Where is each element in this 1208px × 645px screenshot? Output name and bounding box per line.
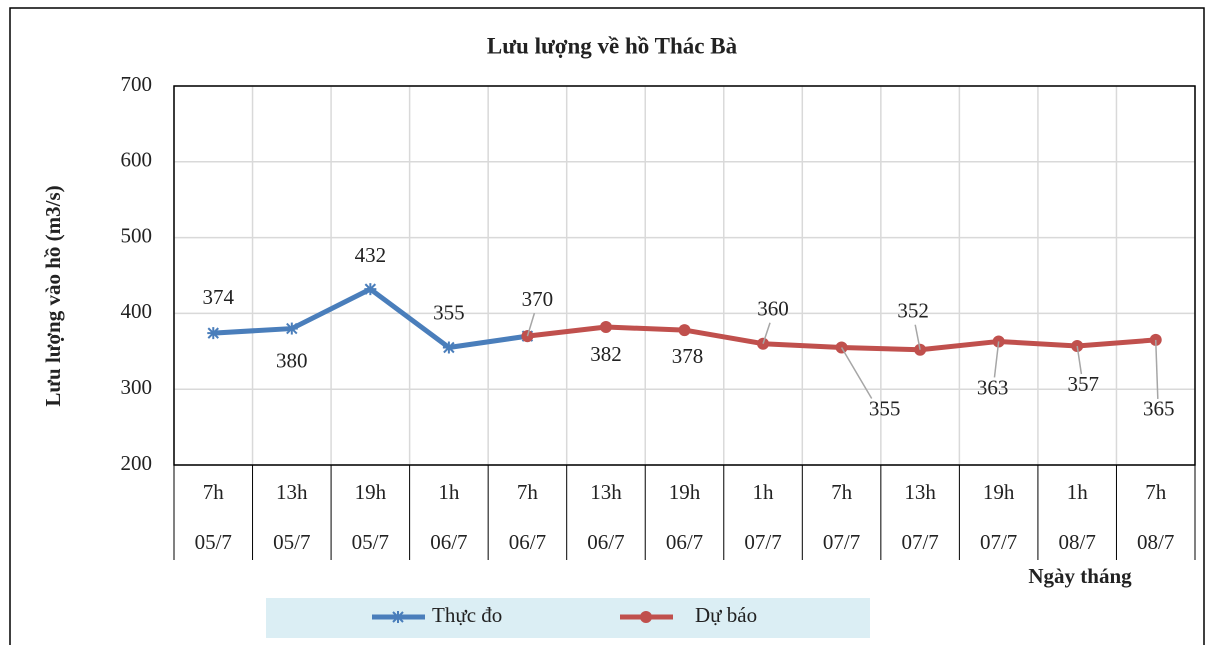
- legend-label: Dự báo: [695, 603, 757, 627]
- x-tick-label: 7h: [831, 480, 853, 504]
- x-tick-label: 19h: [669, 480, 701, 504]
- x-tick-label: 13h: [276, 480, 308, 504]
- point: [285, 322, 298, 335]
- y-tick-label: 500: [121, 223, 153, 247]
- leader-line: [762, 322, 771, 344]
- x-tick-label: 13h: [904, 480, 936, 504]
- x-tick-label: 1h: [438, 480, 460, 504]
- data-label: 378: [672, 344, 704, 368]
- x-tick-date: 08/7: [1137, 530, 1174, 554]
- x-tick-label: 7h: [1145, 480, 1167, 504]
- data-label: 363: [977, 375, 1009, 399]
- x-tick-date: 06/7: [587, 530, 624, 554]
- point: [392, 611, 404, 623]
- frame: [9, 7, 1205, 645]
- y-tick-label: 600: [121, 148, 153, 172]
- data-label: 380: [276, 348, 308, 372]
- y-tick-label: 300: [121, 375, 153, 399]
- leader-line: [1154, 339, 1159, 399]
- data-label: 365: [1143, 397, 1175, 421]
- series-line: [213, 286, 528, 351]
- point: [364, 283, 377, 296]
- data-label: 352: [897, 299, 929, 323]
- chart-title: Lưu lượng về hồ Thác Bà: [487, 33, 738, 58]
- x-tick-label: 13h: [590, 480, 622, 504]
- data-label: 360: [757, 297, 789, 321]
- x-tick-label: 7h: [203, 480, 225, 504]
- x-tick-date: 06/7: [430, 530, 467, 554]
- x-tick-date: 08/7: [1059, 530, 1096, 554]
- leader-line: [526, 312, 536, 337]
- x-tick-date: 05/7: [352, 530, 389, 554]
- x-tick-date: 07/7: [744, 530, 781, 554]
- legend-box: [266, 598, 870, 638]
- leader-line: [1076, 345, 1083, 375]
- point: [442, 341, 455, 354]
- x-tick-label: 7h: [517, 480, 539, 504]
- data-label: 432: [355, 243, 387, 267]
- point: [599, 321, 612, 334]
- x-tick-label: 19h: [983, 480, 1015, 504]
- data-label: 374: [203, 285, 235, 309]
- x-tick-date: 07/7: [901, 530, 938, 554]
- leader-line: [914, 324, 921, 350]
- point: [678, 324, 691, 337]
- data-label: 370: [522, 287, 554, 311]
- x-tick-date: 06/7: [509, 530, 546, 554]
- x-axis-title: Ngày tháng: [1028, 564, 1132, 588]
- x-tick-date: 06/7: [666, 530, 703, 554]
- y-tick-label: 700: [121, 72, 153, 96]
- leader-line: [993, 341, 1000, 378]
- legend-label: Thực đo: [432, 603, 502, 627]
- x-tick-date: 05/7: [273, 530, 310, 554]
- data-label: 355: [869, 396, 901, 420]
- x-tick-label: 1h: [1067, 480, 1089, 504]
- x-tick-date: 07/7: [823, 530, 860, 554]
- x-tick-date: 07/7: [980, 530, 1017, 554]
- x-tick-label: 19h: [355, 480, 387, 504]
- y-axis-title: Lưu lượng vào hồ (m3/s): [41, 185, 65, 406]
- data-label: 357: [1067, 372, 1099, 396]
- y-tick-label: 400: [121, 299, 153, 323]
- point: [207, 327, 220, 340]
- x-tick-date: 05/7: [195, 530, 232, 554]
- x-tick-label: 1h: [753, 480, 775, 504]
- point: [640, 611, 652, 623]
- plot-border: [173, 85, 1196, 466]
- leader-line: [840, 347, 873, 399]
- y-tick-label: 200: [121, 451, 153, 475]
- data-label: 382: [590, 342, 622, 366]
- data-label: 355: [433, 300, 465, 324]
